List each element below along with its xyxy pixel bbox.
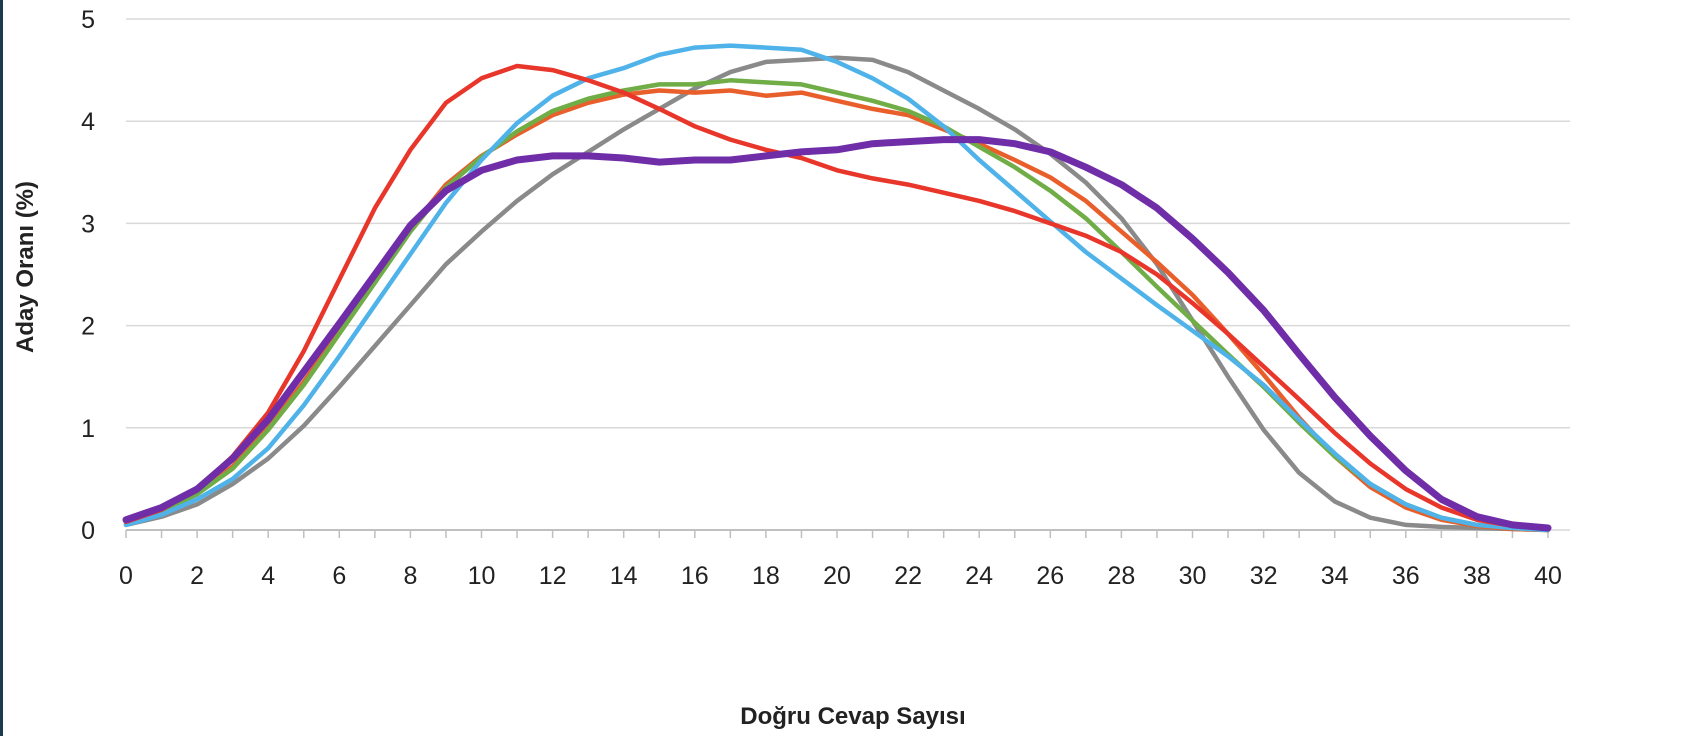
series-line-2 [123, 88, 1551, 533]
series-line-6 [122, 136, 1552, 532]
x-tick-label: 4 [261, 562, 275, 590]
x-axis-ticks: 0 2 4 6 8 10 12 14 16 18 20 22 24 26 28 30 32 34 36 38 40 [119, 562, 1562, 590]
y-tick-label: 4 [81, 108, 95, 136]
x-tick-label: 0 [119, 562, 133, 590]
series-line-5 [123, 63, 1551, 532]
x-tick-label: 12 [539, 562, 567, 590]
series-line-4 [123, 43, 1551, 533]
y-tick-label: 1 [81, 415, 95, 443]
x-tick-label: 34 [1321, 562, 1349, 590]
x-axis-title: Doğru Cevap Sayısı [740, 703, 965, 730]
x-tick-label: 36 [1392, 562, 1420, 590]
x-tick-label: 26 [1036, 562, 1064, 590]
x-tick-label: 22 [894, 562, 922, 590]
x-tick-label: 2 [190, 562, 204, 590]
x-tick-label: 38 [1463, 562, 1491, 590]
x-tick-label: 18 [752, 562, 780, 590]
x-tick-label: 32 [1250, 562, 1278, 590]
x-tick-label: 30 [1179, 562, 1207, 590]
x-tick-label: 16 [681, 562, 709, 590]
x-tick-label: 28 [1107, 562, 1135, 590]
y-axis-title: Aday Oranı (%) [12, 181, 39, 353]
x-axis [125, 529, 1549, 538]
x-tick-label: 10 [468, 562, 496, 590]
x-tick-label: 8 [403, 562, 417, 590]
series-lines [122, 43, 1552, 533]
y-tick-label: 2 [81, 313, 95, 341]
x-tick-label: 24 [965, 562, 993, 590]
x-tick-label: 20 [823, 562, 851, 590]
x-tick-label: 40 [1534, 562, 1562, 590]
y-axis-ticks: 0 1 2 3 4 5 [81, 6, 95, 545]
y-tick-label: 0 [81, 517, 95, 545]
y-tick-label: 3 [81, 210, 95, 238]
x-tick-label: 14 [610, 562, 638, 590]
y-tick-label: 5 [81, 6, 95, 34]
x-tick-label: 6 [332, 562, 346, 590]
series-line-1 [123, 55, 1551, 533]
